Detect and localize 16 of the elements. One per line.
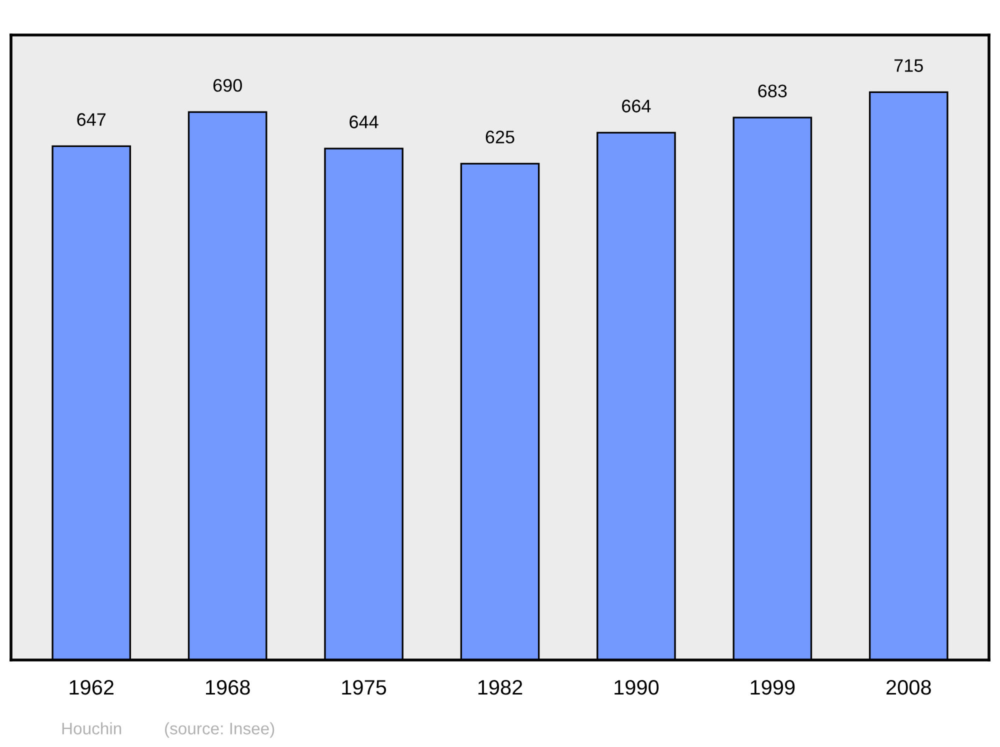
data-label: 664 [622,100,651,112]
data-label: 647 [77,113,106,126]
text: Houchin [62,722,122,734]
text: (source: Insee) [165,722,274,738]
data-label: 715 [894,59,923,72]
data-label: 690 [213,79,242,92]
data-label: 644 [350,116,378,128]
data-label: 625 [486,130,514,144]
data-label: 683 [758,84,787,98]
x-tick-label: 1999 [750,680,795,695]
x-tick-label: 1982 [478,680,522,695]
x-tick-label: 1990 [614,680,659,695]
x-tick-label: 1968 [206,680,250,695]
x-tick-label: 1962 [70,680,114,695]
x-tick-label: 1975 [342,680,386,695]
x-tick-label: 2008 [886,680,931,695]
